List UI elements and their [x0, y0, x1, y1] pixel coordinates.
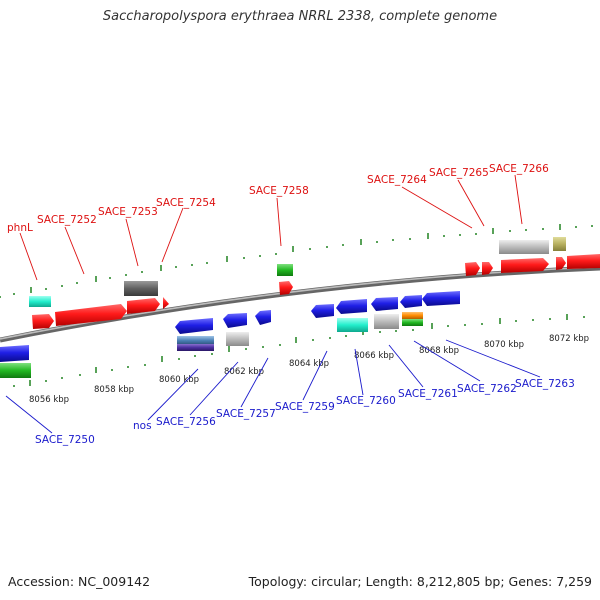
- gene-arrow: [482, 262, 493, 275]
- gene-arrow: [255, 310, 271, 325]
- gene-label-sace-7254[interactable]: SACE_7254: [156, 197, 216, 209]
- genome-backbone-highlight: [0, 266, 600, 340]
- reverse-tick-track: [13, 314, 585, 387]
- reverse-genes-inner: [0, 291, 460, 362]
- gene-label-sace-7264[interactable]: SACE_7264: [367, 174, 427, 186]
- reverse-genes-outer: [0, 312, 423, 378]
- kbp-label: 8062 kbp: [224, 367, 264, 377]
- gene-block: [553, 237, 566, 251]
- gene-label-sace-7257[interactable]: SACE_7257: [216, 408, 276, 420]
- kbp-label: 8060 kbp: [159, 375, 199, 385]
- gene-label-sace-7265[interactable]: SACE_7265: [429, 167, 489, 179]
- gene-block: [124, 281, 158, 296]
- gene-arrow: [32, 314, 54, 329]
- kbp-label: 8058 kbp: [94, 385, 134, 395]
- kbp-label: 8070 kbp: [484, 340, 524, 350]
- gene-block: [226, 332, 249, 346]
- gene-arrow: [175, 318, 213, 334]
- forward-genes-outer: [29, 237, 566, 307]
- gene-label-nos[interactable]: nos: [133, 420, 152, 432]
- forward-label-leaders: [19, 174, 523, 281]
- gene-block: [402, 319, 423, 326]
- gene-label-sace-7262[interactable]: SACE_7262: [457, 383, 517, 395]
- gene-block: [499, 240, 549, 254]
- forward-genes-inner: [32, 254, 600, 329]
- gene-label-sace-7253[interactable]: SACE_7253: [98, 206, 158, 218]
- gene-arrow: [55, 304, 127, 326]
- gene-block: [177, 344, 214, 351]
- topology-info: Topology: circular; Length: 8,212,805 bp…: [248, 574, 592, 589]
- gene-arrow: [311, 304, 334, 318]
- accession-info: Accession: NC_009142: [8, 574, 151, 589]
- gene-arrow: [400, 295, 422, 308]
- gene-label-sace-7252[interactable]: SACE_7252: [37, 214, 97, 226]
- gene-arrow: [501, 258, 549, 273]
- gene-arrow: [127, 298, 160, 314]
- gene-block: [177, 336, 214, 345]
- gene-arrow: [465, 262, 480, 276]
- kbp-tick-labels: 8056 kbp 8058 kbp 8060 kbp 8062 kbp 8064…: [29, 334, 589, 405]
- gene-label-sace-7263[interactable]: SACE_7263: [515, 378, 575, 390]
- gene-arrow: [556, 257, 566, 270]
- gene-label-sace-7260[interactable]: SACE_7260: [336, 395, 396, 407]
- gene-label-sace-7261[interactable]: SACE_7261: [398, 388, 458, 400]
- kbp-label: 8072 kbp: [549, 334, 589, 344]
- gene-label-sace-7258[interactable]: SACE_7258: [249, 185, 309, 197]
- gene-label-sace-7266[interactable]: SACE_7266: [489, 163, 549, 175]
- forward-gene-labels: phnL SACE_7252 SACE_7253 SACE_7254 SACE_…: [7, 163, 549, 234]
- gene-block: [402, 312, 423, 319]
- gene-label-sace-7250[interactable]: SACE_7250: [35, 434, 95, 446]
- gene-arrow: [422, 291, 460, 306]
- kbp-label: 8056 kbp: [29, 395, 69, 405]
- kbp-label: 8068 kbp: [419, 346, 459, 356]
- gene-label-sace-7256[interactable]: SACE_7256: [156, 416, 216, 428]
- gene-block: [337, 318, 368, 332]
- gene-arrow: [279, 281, 293, 295]
- gene-arrow: [163, 297, 169, 309]
- reverse-gene-labels: SACE_7250 nos SACE_7256 SACE_7257 SACE_7…: [35, 378, 575, 446]
- gene-arrow: [0, 345, 29, 362]
- gene-label-phnL[interactable]: phnL: [7, 222, 33, 234]
- gene-block: [374, 314, 399, 329]
- gene-arrow: [567, 254, 600, 269]
- gene-block: [277, 264, 293, 276]
- map-title: Saccharopolyspora erythraea NRRL 2338, c…: [102, 9, 498, 24]
- gene-arrow: [371, 297, 398, 311]
- gene-block: [29, 296, 51, 307]
- kbp-label: 8064 kbp: [289, 359, 329, 369]
- reverse-label-leaders: [5, 339, 541, 434]
- genome-backbone: [0, 265, 600, 343]
- gene-arrow: [223, 313, 247, 328]
- gene-arrow: [336, 299, 367, 314]
- gene-block: [0, 363, 31, 378]
- gene-label-sace-7259[interactable]: SACE_7259: [275, 401, 335, 413]
- kbp-label: 8066 kbp: [354, 351, 394, 361]
- forward-tick-track: [0, 224, 593, 298]
